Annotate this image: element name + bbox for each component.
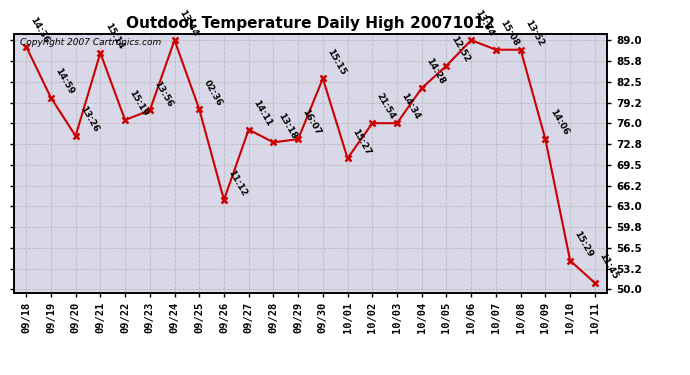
Text: 02:36: 02:36 (201, 78, 224, 107)
Text: 14:34: 14:34 (400, 92, 422, 121)
Text: 13:26: 13:26 (78, 105, 100, 134)
Text: 12:52: 12:52 (449, 34, 471, 64)
Text: 11:12: 11:12 (226, 169, 248, 198)
Text: 13:18: 13:18 (276, 111, 298, 141)
Text: 14:28: 14:28 (424, 57, 446, 86)
Text: 11:45: 11:45 (598, 252, 620, 281)
Text: 15:19: 15:19 (128, 88, 150, 118)
Text: 13:34: 13:34 (474, 9, 496, 38)
Title: Outdoor Temperature Daily High 20071012: Outdoor Temperature Daily High 20071012 (126, 16, 495, 31)
Text: 15:29: 15:29 (573, 229, 595, 259)
Text: 15:08: 15:08 (498, 19, 520, 48)
Text: 13:56: 13:56 (152, 79, 175, 108)
Text: 15:14: 15:14 (103, 22, 125, 51)
Text: 16:07: 16:07 (301, 108, 323, 137)
Text: 14:36: 14:36 (29, 15, 51, 45)
Text: 13:52: 13:52 (523, 18, 545, 48)
Text: 14:11: 14:11 (251, 98, 273, 128)
Text: 15:27: 15:27 (350, 127, 372, 156)
Text: 14:59: 14:59 (53, 66, 76, 96)
Text: 15:15: 15:15 (326, 47, 348, 76)
Text: 14:06: 14:06 (548, 108, 570, 137)
Text: 21:54: 21:54 (375, 92, 397, 121)
Text: Copyright 2007 Cartronics.com: Copyright 2007 Cartronics.com (20, 38, 161, 46)
Text: 13:44: 13:44 (177, 9, 199, 38)
